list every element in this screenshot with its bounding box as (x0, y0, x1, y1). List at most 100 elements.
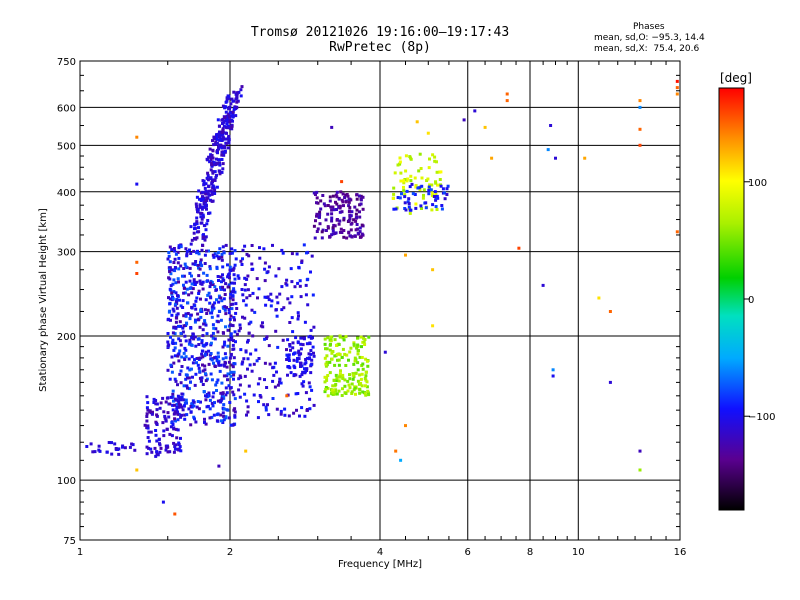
data-point (184, 398, 188, 402)
data-point (323, 356, 327, 360)
data-point (299, 361, 303, 365)
data-point (234, 257, 238, 261)
data-point (347, 210, 351, 214)
data-point (328, 360, 332, 364)
data-point (289, 371, 293, 375)
data-point (402, 185, 405, 189)
data-point (188, 271, 192, 275)
data-point (330, 212, 334, 216)
data-point (178, 320, 182, 324)
data-point (222, 124, 226, 128)
data-point (323, 342, 327, 346)
data-point (246, 338, 250, 342)
data-point (246, 367, 249, 371)
data-point (225, 96, 229, 100)
data-point (263, 261, 267, 265)
data-point (159, 401, 163, 405)
data-point (213, 401, 216, 405)
data-point (232, 90, 236, 94)
grid-lines (80, 61, 680, 540)
data-point (330, 219, 334, 223)
data-point (329, 339, 333, 343)
data-point (151, 410, 154, 414)
data-point (176, 410, 179, 414)
data-point (190, 291, 194, 295)
data-point (150, 412, 154, 416)
data-point (297, 351, 301, 355)
data-point (194, 299, 198, 303)
axis-ticks: 1 2 4 6 8 10 16 75 100 200 300 400 500 600 750 (57, 57, 686, 558)
data-point (225, 141, 229, 145)
data-point (174, 252, 178, 256)
data-point (347, 358, 350, 362)
data-point (184, 312, 188, 316)
data-point (172, 278, 176, 282)
data-point (177, 441, 181, 445)
data-point (179, 264, 183, 268)
data-point (188, 338, 192, 342)
data-point (334, 389, 338, 393)
data-point (223, 293, 227, 296)
data-point (237, 329, 241, 333)
data-point (191, 287, 195, 291)
data-point (323, 204, 327, 208)
data-point (293, 285, 297, 289)
data-point (190, 367, 193, 371)
data-point (174, 443, 178, 447)
data-point (226, 372, 230, 376)
data-point (225, 114, 229, 118)
data-point (446, 184, 450, 188)
data-point (173, 269, 177, 273)
data-point (280, 308, 284, 312)
data-point (332, 208, 336, 212)
data-point (315, 190, 319, 194)
data-point (431, 268, 435, 272)
data-point (251, 267, 255, 271)
data-point (427, 189, 431, 192)
data-point (638, 143, 642, 147)
colorbar-label: [deg] (720, 71, 752, 85)
data-point (201, 280, 205, 284)
data-point (337, 379, 341, 383)
data-point (383, 350, 387, 354)
data-point (350, 392, 354, 395)
data-point (337, 389, 341, 393)
data-point (431, 153, 435, 157)
data-point (193, 283, 197, 286)
data-point (315, 201, 318, 205)
data-point (443, 191, 446, 195)
data-point (292, 358, 296, 362)
data-point (204, 235, 208, 239)
data-point (229, 292, 233, 296)
data-point (216, 399, 220, 403)
data-point (199, 258, 203, 262)
data-point (331, 232, 335, 236)
data-point (234, 114, 238, 118)
data-point (359, 381, 363, 385)
data-point (227, 308, 231, 311)
data-point (354, 212, 358, 216)
data-point (215, 298, 218, 302)
data-point (309, 363, 313, 367)
data-point (505, 92, 509, 96)
data-point (256, 382, 260, 386)
data-point (337, 358, 341, 362)
data-point (183, 346, 187, 350)
data-point (224, 325, 227, 329)
data-point (213, 285, 217, 289)
data-point (300, 373, 304, 377)
data-point (189, 242, 193, 246)
data-point (190, 274, 193, 278)
data-point (274, 329, 278, 333)
data-point (230, 338, 234, 342)
data-point (230, 335, 234, 339)
data-point (184, 373, 188, 377)
data-point (194, 344, 198, 348)
data-point (135, 468, 139, 472)
data-point (438, 178, 442, 181)
data-point (419, 167, 423, 170)
data-point (185, 384, 189, 388)
data-point (185, 287, 189, 291)
data-point (285, 278, 289, 282)
data-point (207, 155, 211, 159)
